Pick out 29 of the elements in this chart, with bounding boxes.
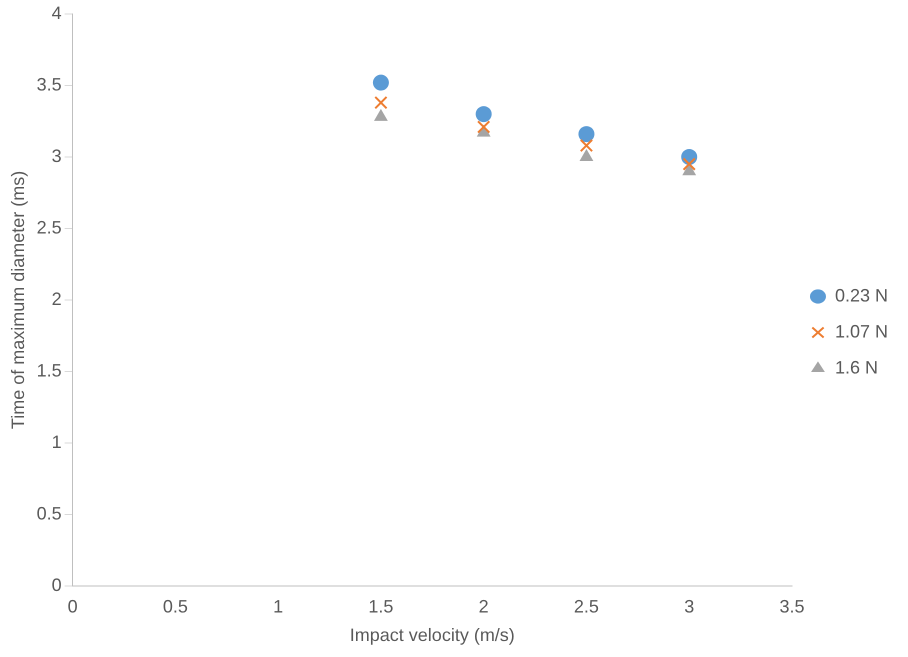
- y-tick-label: 2: [52, 288, 62, 309]
- legend-label: 0.23 N: [834, 285, 888, 306]
- x-tick-label: 1: [273, 596, 284, 617]
- point: [477, 120, 490, 134]
- y-tick-label: 1.5: [36, 360, 62, 380]
- point: [578, 126, 594, 142]
- x-axis-title: Impact velocity (m/s): [350, 625, 515, 646]
- x-tick-label: 2.5: [574, 596, 599, 617]
- x-tick-label: 0.5: [162, 596, 188, 617]
- y-tick-label: 1: [52, 432, 62, 452]
- point: [476, 106, 492, 122]
- y-axis-title: Time of maximum diameter (ms): [8, 170, 28, 430]
- point: [374, 96, 388, 110]
- legend-label: 1.07 N: [834, 321, 888, 342]
- point: [372, 74, 389, 91]
- legend-label: 1.6 N: [834, 357, 878, 378]
- y-tick-label: 3: [52, 146, 62, 166]
- point: [580, 138, 594, 152]
- y-tick-label: 0: [52, 574, 62, 595]
- point: [682, 157, 696, 171]
- y-tick-label: 0.5: [36, 503, 62, 524]
- y-tick-label: 3.5: [36, 74, 62, 94]
- x-tick-label: 1.5: [368, 596, 394, 617]
- x-tick-label: 3.5: [779, 596, 804, 617]
- y-tick-label: 4: [52, 2, 62, 23]
- x-tick-label: 2: [478, 596, 489, 617]
- x-tick-label: 0: [68, 596, 78, 617]
- y-tick-label: 2.5: [36, 217, 62, 238]
- x-tick-label: 3: [684, 596, 694, 617]
